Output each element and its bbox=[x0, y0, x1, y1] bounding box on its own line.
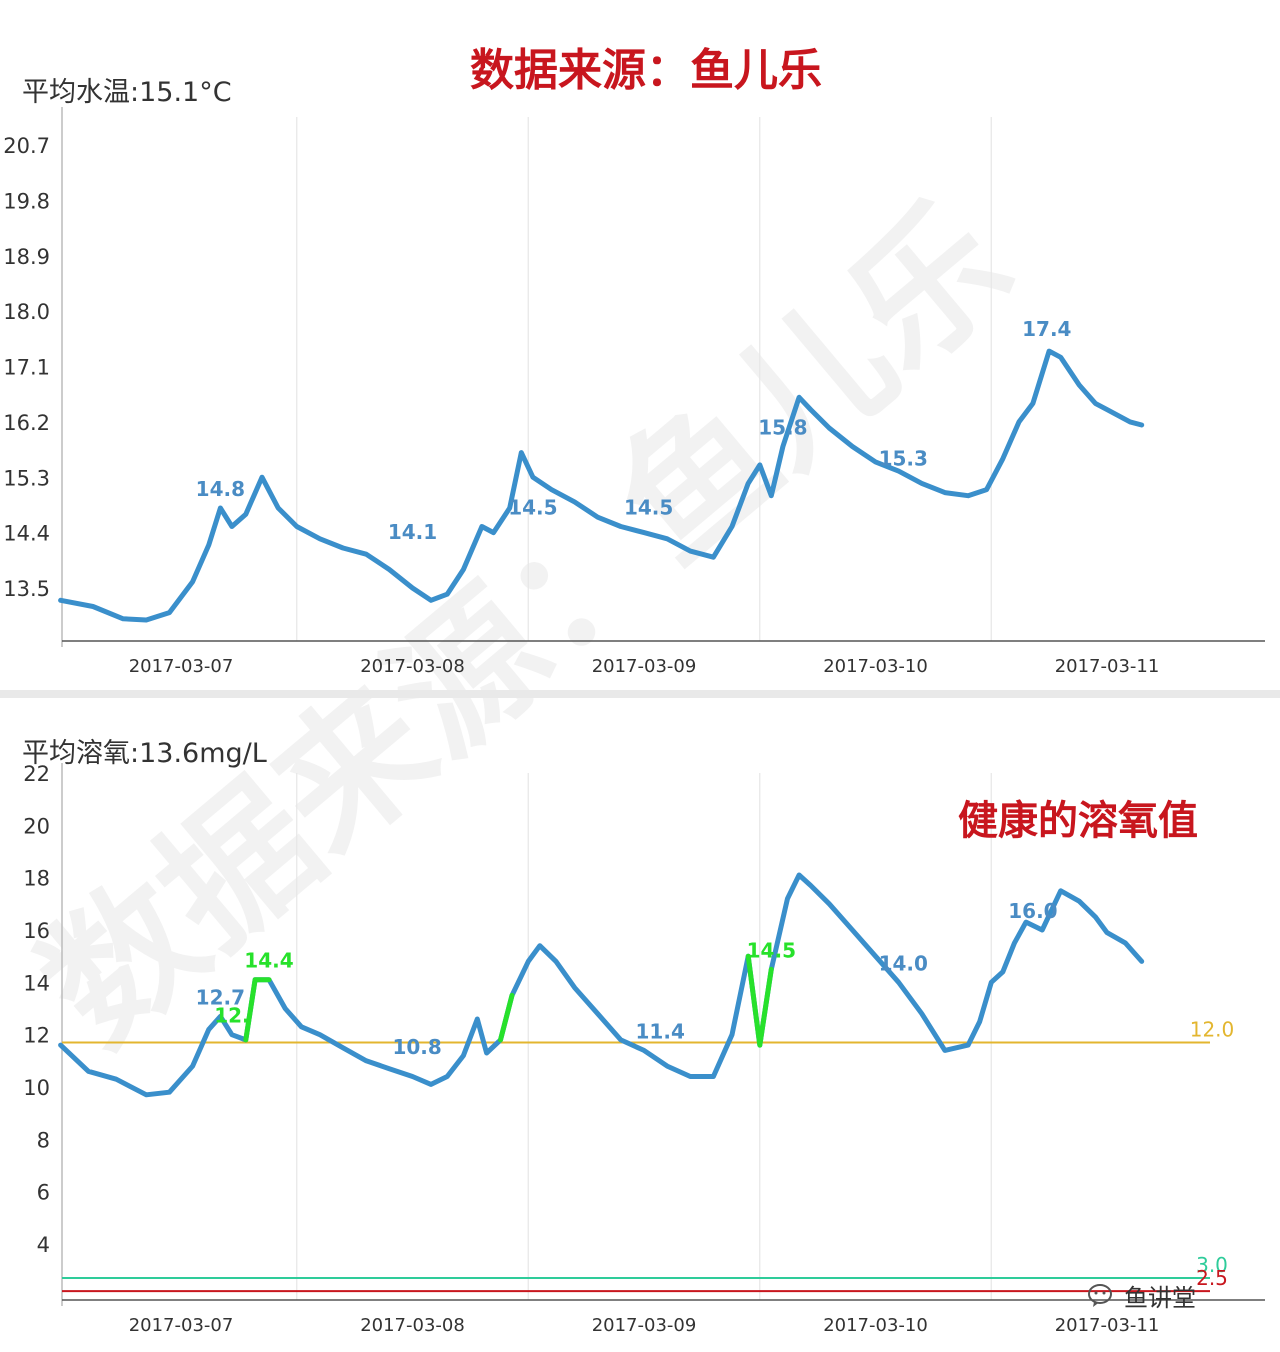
data-label: 14.0 bbox=[879, 951, 928, 975]
x-tick-label: 2017-03-11 bbox=[1055, 656, 1160, 677]
chart-divider bbox=[0, 690, 1280, 698]
wechat-bubble-icon bbox=[1088, 1283, 1118, 1309]
healthy-oxygen-annotation: 健康的溶氧值 bbox=[958, 797, 1198, 844]
data-label: 12. bbox=[214, 1004, 249, 1028]
oxygen-chart: 22 20 18 16 14 12 10 8 6 4 2017-03-07 2017-03-08 201… bbox=[23, 762, 1265, 1336]
data-label: 14.5 bbox=[747, 938, 796, 962]
data-label: 15.3 bbox=[879, 446, 928, 470]
y-tick-label: 20.7 bbox=[3, 134, 50, 158]
y-tick-label: 18 bbox=[23, 867, 50, 891]
source-title: 数据来源：鱼儿乐 bbox=[470, 45, 822, 96]
x-tick-label: 2017-03-07 bbox=[129, 1315, 234, 1336]
watermark-text: 数据来源：鱼儿乐 bbox=[10, 171, 1042, 1077]
x-tick-label: 2017-03-10 bbox=[823, 1315, 928, 1336]
x-tick-label: 2017-03-09 bbox=[592, 1315, 697, 1336]
brand-name: 鱼讲堂 bbox=[1124, 1284, 1196, 1312]
highlight-segment bbox=[243, 977, 272, 1043]
y-tick-label: 16 bbox=[23, 919, 50, 943]
y-tick-label: 15.3 bbox=[3, 466, 50, 490]
temperature-chart-title: 平均水温:15.1°C bbox=[22, 77, 232, 108]
threshold-label: 2.5 bbox=[1196, 1266, 1228, 1290]
data-label: 11.4 bbox=[636, 1019, 685, 1043]
series-line bbox=[58, 348, 1145, 623]
oxygen-chart-title: 平均溶氧:13.6mg/L bbox=[22, 738, 267, 769]
y-tick-label: 8 bbox=[37, 1128, 50, 1152]
brand-logo: 鱼讲堂 bbox=[1088, 1278, 1196, 1313]
highlight-segment bbox=[498, 992, 515, 1043]
y-tick-label: 18.0 bbox=[3, 300, 50, 324]
y-tick-label: 16.2 bbox=[3, 411, 50, 435]
x-tick-label: 2017-03-08 bbox=[360, 1315, 465, 1336]
data-label: 14.1 bbox=[388, 520, 437, 544]
data-label: 14.5 bbox=[624, 495, 673, 519]
data-label: 14.5 bbox=[508, 495, 557, 519]
temperature-chart: 20.7 19.8 18.9 18.0 17.1 16.2 15.3 14.4 13.5 2017… bbox=[3, 107, 1265, 677]
highlight-segment bbox=[745, 953, 774, 1048]
y-tick-label: 18.9 bbox=[3, 245, 50, 269]
y-tick-label: 6 bbox=[37, 1181, 50, 1205]
y-tick-label: 10 bbox=[23, 1076, 50, 1100]
data-label: 15.8 bbox=[758, 415, 807, 439]
x-tick-label: 2017-03-08 bbox=[360, 656, 465, 677]
y-tick-label: 12 bbox=[23, 1024, 50, 1048]
y-tick-label: 13.5 bbox=[3, 577, 50, 601]
data-label: 14.4 bbox=[244, 949, 293, 973]
threshold-label: 12.0 bbox=[1190, 1018, 1235, 1042]
y-tick-label: 14.4 bbox=[3, 522, 50, 546]
data-label: 16.0 bbox=[1008, 899, 1057, 923]
data-label: 14.8 bbox=[196, 477, 245, 501]
y-tick-label: 4 bbox=[37, 1233, 50, 1257]
data-label: 17.4 bbox=[1022, 317, 1071, 341]
x-tick-label: 2017-03-11 bbox=[1055, 1315, 1160, 1336]
y-tick-label: 17.1 bbox=[3, 356, 50, 380]
y-tick-label: 14 bbox=[23, 971, 50, 995]
y-tick-label: 19.8 bbox=[3, 189, 50, 213]
y-tick-label: 22 bbox=[23, 762, 50, 786]
data-label: 12.7 bbox=[196, 985, 245, 1009]
y-tick-label: 20 bbox=[23, 814, 50, 838]
x-tick-label: 2017-03-10 bbox=[823, 656, 928, 677]
x-tick-label: 2017-03-09 bbox=[592, 656, 697, 677]
x-tick-label: 2017-03-07 bbox=[129, 656, 234, 677]
data-label: 10.8 bbox=[392, 1035, 441, 1059]
threshold-label: 3.0 bbox=[1196, 1253, 1228, 1277]
